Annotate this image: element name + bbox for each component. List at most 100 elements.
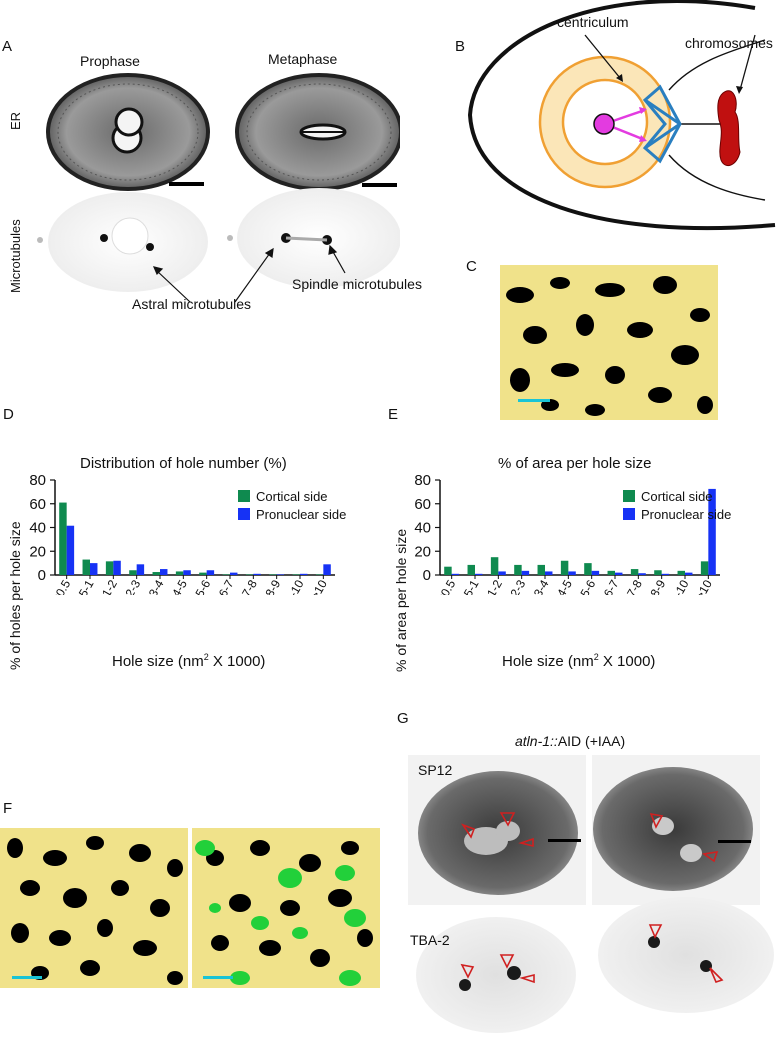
chart-e-bar-cortical — [514, 564, 522, 575]
chart-d-xlabel-pre: Hole size (nm — [112, 653, 204, 670]
chart-e-xlabel-pre: Hole size (nm — [502, 653, 594, 670]
chart-e-ytick-label: 60 — [414, 496, 431, 513]
chart-d-bar-cortical — [82, 559, 90, 575]
chart-d-bar-cortical — [152, 572, 160, 575]
chart-e-xtick-label: 2-3 — [507, 577, 528, 595]
chart-d-bar-cortical — [199, 572, 207, 575]
panel-g-label: G — [397, 710, 409, 727]
chart-e-ylabel: % of area per hole size — [393, 528, 409, 672]
chromosomes-shape — [717, 90, 741, 167]
chart-d-legend-swatch — [238, 490, 250, 502]
microtubules-row-label: Microtubules — [8, 219, 23, 293]
chart-d-xtick-label: >10 — [308, 577, 330, 595]
chromosomes-label: chromosomes — [685, 35, 773, 51]
panel-a-micrographs — [37, 73, 400, 303]
chart-e-title: % of area per hole size — [498, 455, 652, 472]
chart-d-bar-cortical — [269, 574, 277, 575]
panel-f-label: F — [3, 800, 13, 817]
astral-arrow-2 — [609, 124, 646, 142]
chart-d-legend-label: Pronuclear side — [256, 507, 346, 522]
panel-f-right-image — [192, 828, 380, 988]
panel-g-title: atln-1::AID (+IAA) — [515, 733, 625, 749]
chart-e-bar-cortical — [467, 564, 475, 575]
panel-a-label: A — [2, 38, 13, 55]
chart-e-ytick-label: 40 — [414, 520, 431, 537]
chart-d-bar-cortical — [292, 574, 300, 575]
er-row-label: ER — [8, 111, 23, 130]
chart-d-bar-pronuclear — [136, 564, 145, 575]
chart-e-bar-cortical — [584, 563, 592, 575]
chart-e-bar-pronuclear — [638, 573, 646, 575]
g-tba2-image-1 — [408, 915, 586, 1045]
astral-arrow-1 — [609, 108, 646, 124]
chart-e-bar-cortical — [490, 557, 499, 575]
chart-d-ytick-label: 0 — [38, 567, 46, 584]
chart-e-xtick-label: 5-6 — [577, 577, 598, 595]
chart-e-bar-cortical — [654, 570, 662, 575]
centrosome — [593, 113, 615, 135]
chart-d-bar-cortical — [59, 502, 67, 575]
chart-d-bar-pronuclear — [66, 525, 75, 575]
prophase-label: Prophase — [80, 53, 140, 69]
chart-e-xtick-label: 0.5-1 — [456, 577, 482, 595]
chart-d-bar-pronuclear — [230, 572, 238, 575]
chart-e-xtick-label: 6-7 — [601, 577, 622, 595]
chart-d-bar-cortical — [129, 570, 137, 575]
chart-e-xlabel-post: X 1000) — [598, 653, 656, 670]
spindle-shape — [642, 84, 682, 164]
chart-e-xlabel-sup: 2 — [593, 652, 599, 662]
chart-e-bar-cortical — [537, 564, 545, 575]
chart-e-legend-swatch — [623, 490, 635, 502]
chart-e-bar-cortical — [630, 569, 639, 575]
chart-d-xtick-label: 4-5 — [169, 577, 190, 595]
chart-e-xtick-label: 4-5 — [554, 577, 575, 595]
prophase-scale-bar — [169, 182, 204, 186]
chart-d-legend-swatch — [238, 508, 250, 520]
chart-e-ytick-label: 80 — [414, 472, 431, 489]
spindle-annotation: Spindle microtubules — [292, 276, 422, 292]
panel-f-tomograms — [0, 828, 380, 988]
chart-e-bar-pronuclear — [685, 572, 693, 575]
chart-d-bar-cortical — [245, 574, 254, 575]
panel-g-title-italic: atln-1:: — [515, 733, 558, 749]
centriculum-label: centriculum — [557, 14, 629, 30]
chart-e-xtick-label: >10 — [693, 577, 715, 595]
chart-e-bar-pronuclear — [475, 573, 483, 575]
chart-d-xtick-label: 2-3 — [122, 577, 143, 595]
metaphase-label: Metaphase — [268, 51, 338, 67]
chart-e: 0 20 40 60 80 <0.50.5-1 1-2 2-3 3-4 4-5 5-6 6-7 7-8 8… — [414, 472, 731, 595]
metaphase-mt-image — [227, 188, 400, 288]
cell-outline — [467, 0, 776, 231]
prophase-mt-image — [37, 192, 208, 292]
sp12-label: SP12 — [418, 762, 453, 778]
chart-e-bar-pronuclear — [661, 573, 670, 575]
chart-d-bar-cortical — [105, 561, 114, 575]
chart-d-xtick-label: 1-2 — [99, 577, 120, 595]
chart-d-ytick-label: 20 — [29, 543, 46, 560]
chart-d-bar-pronuclear — [183, 570, 191, 575]
chart-d-legend-label: Cortical side — [256, 489, 328, 504]
chart-e-bar-cortical — [677, 570, 685, 575]
panel-c-label: C — [466, 258, 477, 275]
metaphase-er-image — [235, 73, 400, 191]
chart-d-bar-cortical — [222, 574, 230, 575]
chart-e-xtick-label: 1-2 — [484, 577, 505, 595]
chart-e-xtick-label: 3-4 — [531, 577, 552, 595]
g-sp12-image-1 — [408, 755, 586, 905]
prophase-er-image — [46, 73, 210, 191]
g-tba2-image-2 — [592, 897, 784, 1045]
chart-e-bar-cortical — [560, 560, 569, 575]
chart-d-xtick-label: 8-9 — [262, 577, 283, 595]
chart-e-xtick-label: <0.5 — [434, 577, 458, 595]
chart-d-xlabel-sup: 2 — [203, 652, 209, 662]
chart-e-legend-label: Pronuclear side — [641, 507, 731, 522]
chart-e-bar-pronuclear — [591, 570, 600, 575]
chart-d-xlabel: Hole size (nm2 X 1000) — [112, 652, 265, 670]
g-sp12-image-2 — [592, 755, 760, 905]
panel-e-label: E — [388, 406, 399, 423]
chart-d-bar-pronuclear — [113, 560, 121, 575]
chart-e-bar-pronuclear — [451, 573, 460, 575]
panel-d-label: D — [3, 406, 14, 423]
chart-d-ytick-label: 40 — [29, 520, 46, 537]
chart-d-xlabel-post: X 1000) — [208, 653, 266, 670]
